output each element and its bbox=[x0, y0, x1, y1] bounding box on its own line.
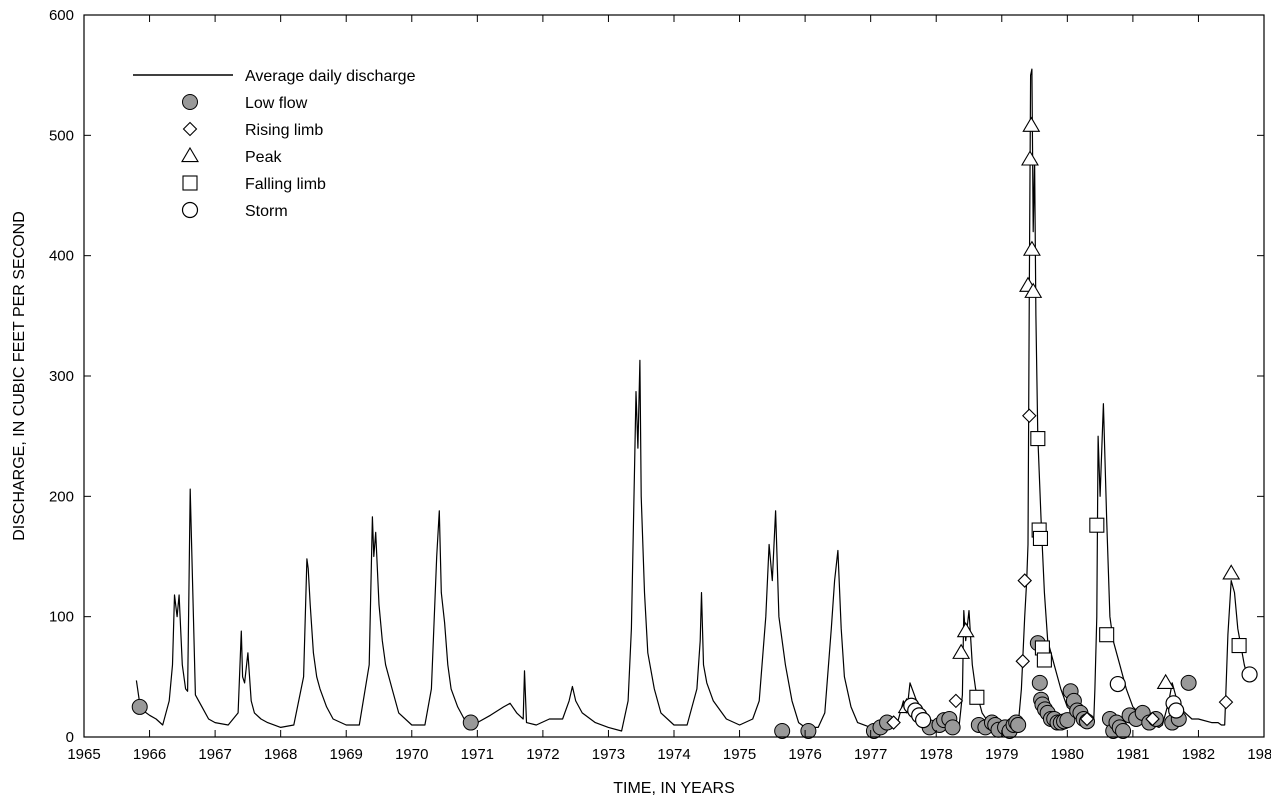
point-peak bbox=[1222, 564, 1241, 580]
point-storm bbox=[1109, 675, 1126, 693]
legend-marker bbox=[182, 175, 198, 191]
point-low-flow bbox=[1010, 716, 1027, 733]
point-peak bbox=[1024, 282, 1043, 298]
x-tick-label: 1982 bbox=[1182, 746, 1215, 763]
point-peak bbox=[952, 643, 971, 659]
point-falling-limb bbox=[1099, 627, 1115, 643]
x-tick-label: 1968 bbox=[264, 746, 297, 763]
y-tick-label: 100 bbox=[49, 609, 74, 626]
x-tick-label: 1983 bbox=[1247, 746, 1271, 763]
x-tick-label: 1969 bbox=[330, 746, 363, 763]
y-tick-label: 500 bbox=[49, 127, 74, 144]
point-storm bbox=[1168, 702, 1185, 719]
point-falling-limb bbox=[1036, 652, 1052, 668]
legend-marker bbox=[181, 146, 199, 163]
point-rising-limb bbox=[948, 693, 964, 709]
y-axis-title: DISCHARGE, IN CUBIC FEET PER SECOND bbox=[11, 211, 28, 541]
x-tick-label: 1975 bbox=[723, 746, 756, 763]
x-tick-label: 1972 bbox=[526, 746, 559, 763]
x-tick-label: 1970 bbox=[395, 746, 428, 763]
legend: Average daily discharge Low flow Rising li… bbox=[133, 68, 416, 220]
point-peak bbox=[1021, 150, 1039, 166]
y-tick-label: 300 bbox=[49, 368, 74, 385]
point-rising-limb bbox=[886, 715, 901, 730]
point-peak bbox=[1022, 240, 1041, 256]
y-tick-label: 200 bbox=[49, 488, 74, 505]
point-rising-limb bbox=[1015, 653, 1031, 669]
legend-marker bbox=[182, 94, 198, 110]
point-low-flow bbox=[1180, 674, 1197, 691]
x-tick-label: 1980 bbox=[1051, 746, 1084, 763]
x-tick-label: 1978 bbox=[920, 746, 953, 763]
point-storm bbox=[915, 712, 932, 729]
x-tick-label: 1967 bbox=[198, 746, 231, 763]
point-falling-limb bbox=[969, 689, 985, 705]
y-tick-label: 400 bbox=[49, 248, 74, 265]
x-tick-label: 1965 bbox=[67, 746, 100, 763]
legend-label: Peak bbox=[245, 149, 282, 166]
legend-label: Average daily discharge bbox=[245, 68, 416, 85]
point-low-flow bbox=[131, 698, 148, 715]
point-low-flow bbox=[1059, 712, 1076, 729]
point-low-flow bbox=[774, 722, 791, 739]
point-low-flow bbox=[800, 722, 817, 739]
point-low-flow bbox=[1031, 674, 1048, 691]
point-falling-limb bbox=[1231, 637, 1247, 654]
point-falling-limb bbox=[1032, 530, 1049, 547]
point-rising-limb bbox=[1022, 408, 1037, 423]
point-rising-limb bbox=[1218, 694, 1234, 710]
x-axis-title: TIME, IN YEARS bbox=[613, 780, 735, 797]
point-low-flow bbox=[944, 719, 961, 736]
x-tick-label: 1976 bbox=[788, 746, 821, 763]
point-peak bbox=[1022, 116, 1041, 132]
point-falling-limb bbox=[1089, 517, 1105, 533]
x-tick-label: 1981 bbox=[1116, 746, 1149, 763]
legend-marker bbox=[182, 121, 198, 137]
x-tick-label: 1979 bbox=[985, 746, 1018, 763]
line-layer bbox=[135, 68, 1249, 732]
point-rising-limb bbox=[1017, 573, 1032, 588]
point-peak bbox=[1156, 673, 1175, 690]
legend-marker bbox=[181, 201, 199, 219]
legend-label: Low flow bbox=[245, 95, 308, 112]
point-rising-limb bbox=[1145, 711, 1160, 727]
y-tick-label: 0 bbox=[66, 729, 74, 746]
axis-layer: 1965 1966 1967 1968 1969 1970 1971 1972 1973 1974… bbox=[49, 7, 1271, 763]
point-low-flow bbox=[1115, 722, 1132, 739]
x-tick-label: 1977 bbox=[854, 746, 887, 763]
x-tick-label: 1973 bbox=[592, 746, 625, 763]
legend-label: Storm bbox=[245, 203, 288, 220]
point-storm bbox=[1241, 666, 1258, 683]
x-tick-label: 1974 bbox=[657, 746, 690, 763]
legend-label: Falling limb bbox=[245, 176, 326, 193]
marker-layer bbox=[131, 116, 1258, 739]
point-peak bbox=[956, 622, 975, 638]
legend-label: Rising limb bbox=[245, 122, 323, 139]
x-tick-label: 1966 bbox=[133, 746, 166, 763]
point-falling-limb bbox=[1030, 431, 1046, 447]
point-low-flow bbox=[462, 714, 479, 731]
y-tick-label: 600 bbox=[49, 7, 74, 24]
x-tick-label: 1971 bbox=[461, 746, 494, 763]
series-line-average-daily-discharge bbox=[135, 68, 1249, 732]
point-rising-limb bbox=[1079, 711, 1095, 727]
